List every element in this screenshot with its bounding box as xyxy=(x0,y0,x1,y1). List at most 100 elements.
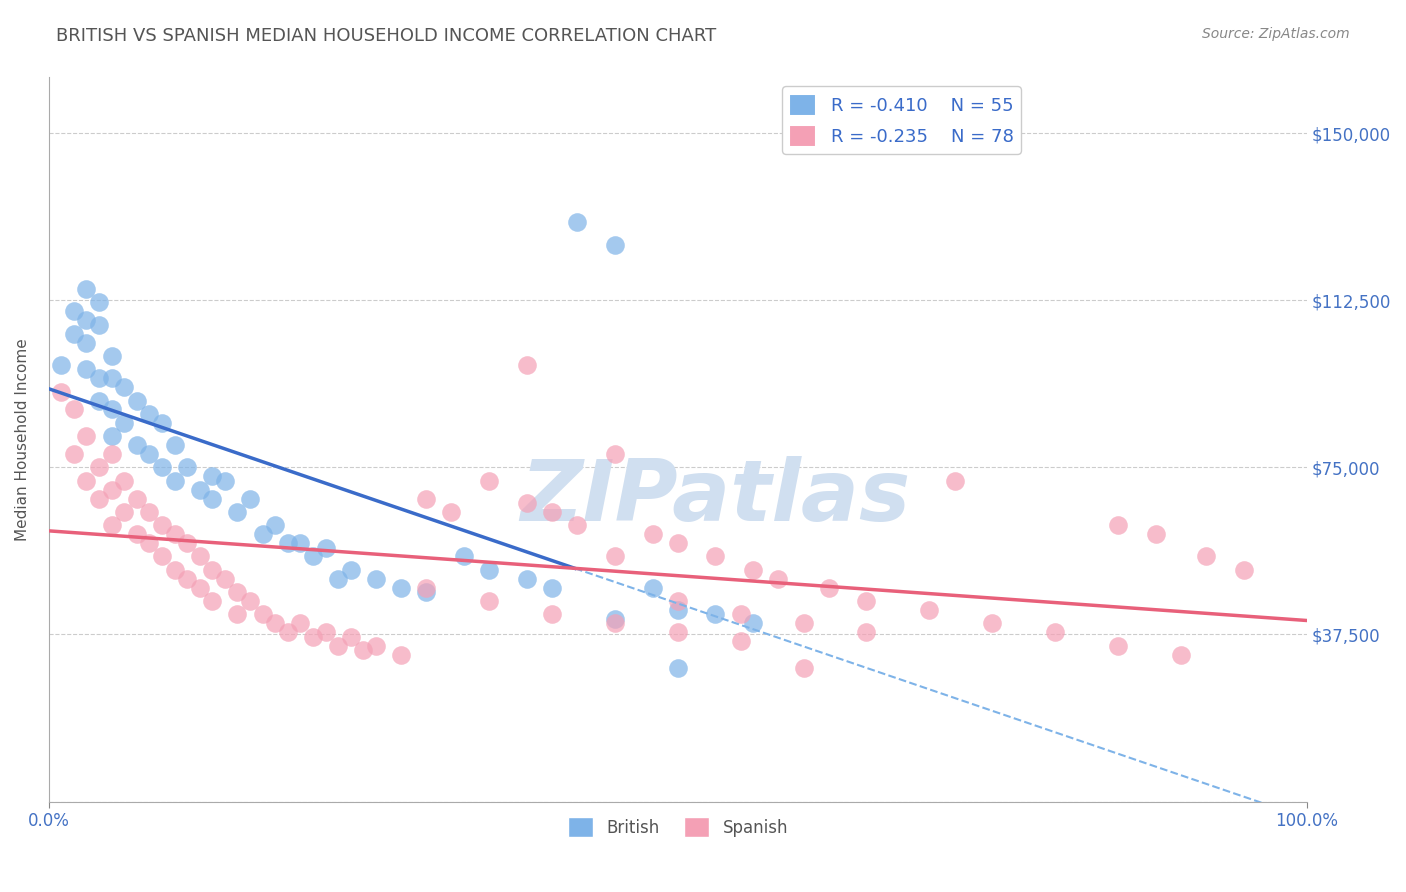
Point xyxy=(201,594,224,608)
Point xyxy=(603,616,626,631)
Point xyxy=(603,612,626,626)
Text: BRITISH VS SPANISH MEDIAN HOUSEHOLD INCOME CORRELATION CHART: BRITISH VS SPANISH MEDIAN HOUSEHOLD INCO… xyxy=(56,27,717,45)
Point xyxy=(188,581,211,595)
Point xyxy=(252,607,274,622)
Point xyxy=(176,572,198,586)
Point xyxy=(76,313,98,327)
Point xyxy=(239,491,262,506)
Point xyxy=(339,563,361,577)
Point xyxy=(603,549,626,564)
Point xyxy=(1144,527,1167,541)
Point xyxy=(1170,648,1192,662)
Point xyxy=(277,625,299,640)
Point xyxy=(730,607,752,622)
Point xyxy=(277,536,299,550)
Point xyxy=(918,603,941,617)
Point xyxy=(201,469,224,483)
Point xyxy=(565,518,588,533)
Point xyxy=(100,371,122,385)
Point xyxy=(87,318,110,332)
Point xyxy=(1195,549,1218,564)
Point xyxy=(76,474,98,488)
Point xyxy=(214,474,236,488)
Point xyxy=(641,527,664,541)
Point xyxy=(138,447,160,461)
Point xyxy=(943,474,966,488)
Point xyxy=(1107,518,1129,533)
Point xyxy=(603,447,626,461)
Point xyxy=(855,594,877,608)
Point xyxy=(453,549,475,564)
Point xyxy=(201,563,224,577)
Point xyxy=(87,460,110,475)
Point xyxy=(163,563,186,577)
Point xyxy=(742,563,765,577)
Point xyxy=(364,639,387,653)
Point xyxy=(214,572,236,586)
Point xyxy=(138,536,160,550)
Point xyxy=(76,429,98,443)
Point xyxy=(201,491,224,506)
Point xyxy=(793,661,815,675)
Point xyxy=(768,572,790,586)
Point xyxy=(742,616,765,631)
Point xyxy=(188,549,211,564)
Point xyxy=(516,496,538,510)
Point xyxy=(415,581,437,595)
Point xyxy=(76,282,98,296)
Point xyxy=(63,447,86,461)
Point xyxy=(125,393,148,408)
Point xyxy=(226,607,249,622)
Point xyxy=(302,549,325,564)
Point xyxy=(541,607,564,622)
Point xyxy=(138,407,160,421)
Point xyxy=(704,549,727,564)
Point xyxy=(150,518,173,533)
Point xyxy=(415,491,437,506)
Y-axis label: Median Household Income: Median Household Income xyxy=(15,338,30,541)
Point xyxy=(163,474,186,488)
Point xyxy=(176,536,198,550)
Point xyxy=(478,594,501,608)
Point xyxy=(100,518,122,533)
Point xyxy=(163,527,186,541)
Point xyxy=(666,661,689,675)
Point xyxy=(87,393,110,408)
Point xyxy=(817,581,839,595)
Point xyxy=(63,402,86,417)
Point xyxy=(176,460,198,475)
Point xyxy=(150,460,173,475)
Point xyxy=(150,549,173,564)
Point xyxy=(352,643,374,657)
Point xyxy=(51,358,73,372)
Point xyxy=(541,505,564,519)
Point xyxy=(440,505,463,519)
Point xyxy=(138,505,160,519)
Point xyxy=(112,416,135,430)
Point xyxy=(478,474,501,488)
Point xyxy=(226,585,249,599)
Point xyxy=(730,634,752,648)
Point xyxy=(666,594,689,608)
Point xyxy=(100,429,122,443)
Point xyxy=(855,625,877,640)
Text: ZIPatlas: ZIPatlas xyxy=(520,456,911,539)
Point xyxy=(125,491,148,506)
Point xyxy=(87,371,110,385)
Point xyxy=(87,295,110,310)
Point xyxy=(326,572,349,586)
Point xyxy=(76,362,98,376)
Point xyxy=(125,438,148,452)
Point xyxy=(666,536,689,550)
Point xyxy=(290,536,312,550)
Point xyxy=(51,384,73,399)
Point xyxy=(666,603,689,617)
Point xyxy=(188,483,211,497)
Point xyxy=(63,304,86,318)
Point xyxy=(63,326,86,341)
Point xyxy=(666,625,689,640)
Point xyxy=(1233,563,1256,577)
Text: Source: ZipAtlas.com: Source: ZipAtlas.com xyxy=(1202,27,1350,41)
Point xyxy=(516,572,538,586)
Point xyxy=(315,541,337,555)
